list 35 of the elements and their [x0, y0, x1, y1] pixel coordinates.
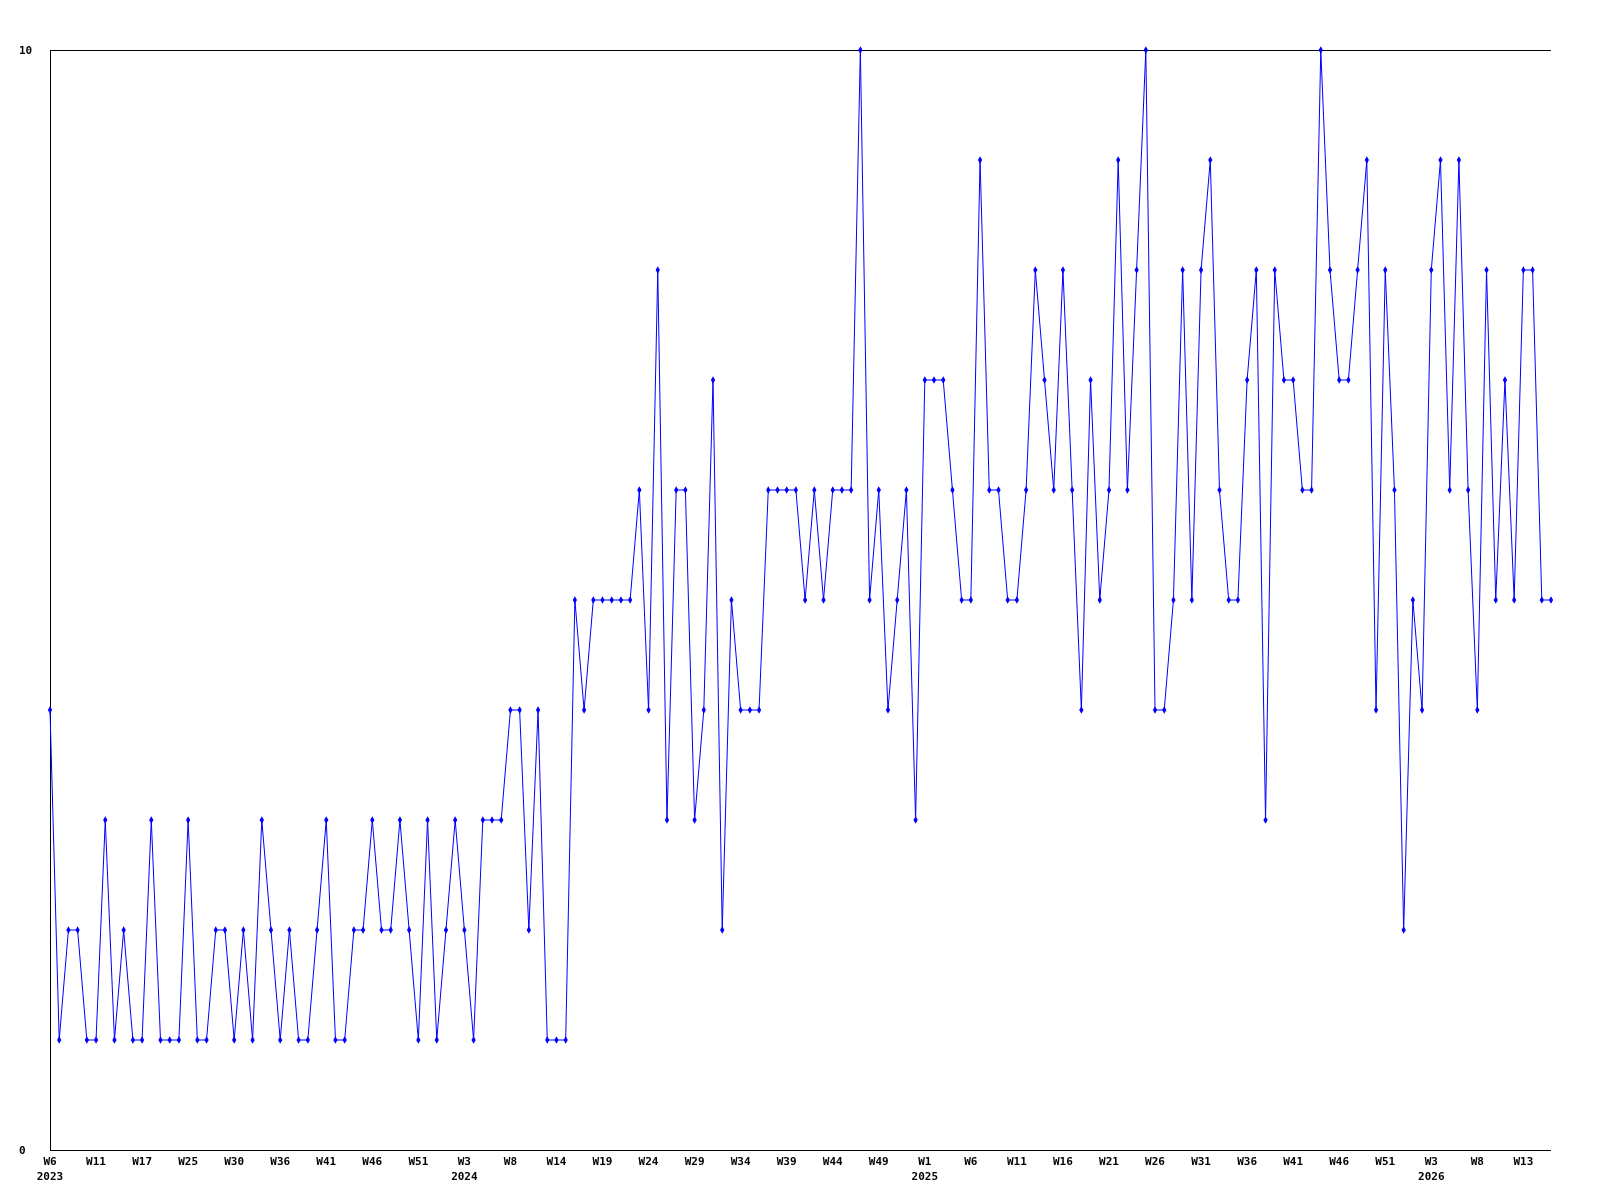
- x-tick-label: W31: [1191, 1155, 1212, 1168]
- x-tick-label: W51: [408, 1155, 429, 1168]
- x-tick-label: W25: [178, 1155, 199, 1168]
- x-tick-label: W8: [1470, 1155, 1484, 1168]
- x-tick-label: W46: [1329, 1155, 1350, 1168]
- x-tick-label: W6: [964, 1155, 978, 1168]
- x-tick-label: W36: [270, 1155, 291, 1168]
- x-tick-label: W26: [1145, 1155, 1166, 1168]
- x-tick-label: W11: [86, 1155, 107, 1168]
- x-tick-label: W1 2025: [911, 1155, 939, 1183]
- x-tick-label: W44: [822, 1155, 844, 1168]
- x-tick-label: W16: [1053, 1155, 1074, 1168]
- x-tick-label: W46: [362, 1155, 383, 1168]
- x-tick-label: W3 2026: [1418, 1155, 1445, 1183]
- x-tick-label: W11: [1006, 1155, 1028, 1168]
- x-tick-label: W41: [1283, 1155, 1304, 1168]
- x-tick-label: W19: [592, 1155, 613, 1168]
- x-tick-label: W41: [316, 1155, 337, 1168]
- x-tick-label: W39: [776, 1155, 797, 1168]
- x-tick-label: W51: [1375, 1155, 1396, 1168]
- x-tick-label: W21: [1099, 1155, 1120, 1168]
- x-tick-label: W17: [132, 1155, 153, 1168]
- x-tick-label: W49: [868, 1155, 889, 1168]
- x-tick-label: W14: [546, 1155, 567, 1168]
- y-tick-label: 0: [19, 1143, 26, 1157]
- x-tick-label: W6 2023: [36, 1155, 64, 1183]
- x-tick-label: W13: [1513, 1155, 1534, 1168]
- x-tick-label: W24: [638, 1155, 659, 1168]
- x-tick-label: W30: [224, 1155, 245, 1168]
- x-tick-label: W3 2024: [451, 1155, 478, 1183]
- x-tick-label: W8: [503, 1155, 518, 1168]
- y-tick-label: 10: [19, 43, 33, 57]
- x-tick-label: W34: [730, 1155, 751, 1168]
- x-tick-label: W36: [1237, 1155, 1258, 1168]
- x-tick-label: W29: [684, 1155, 705, 1168]
